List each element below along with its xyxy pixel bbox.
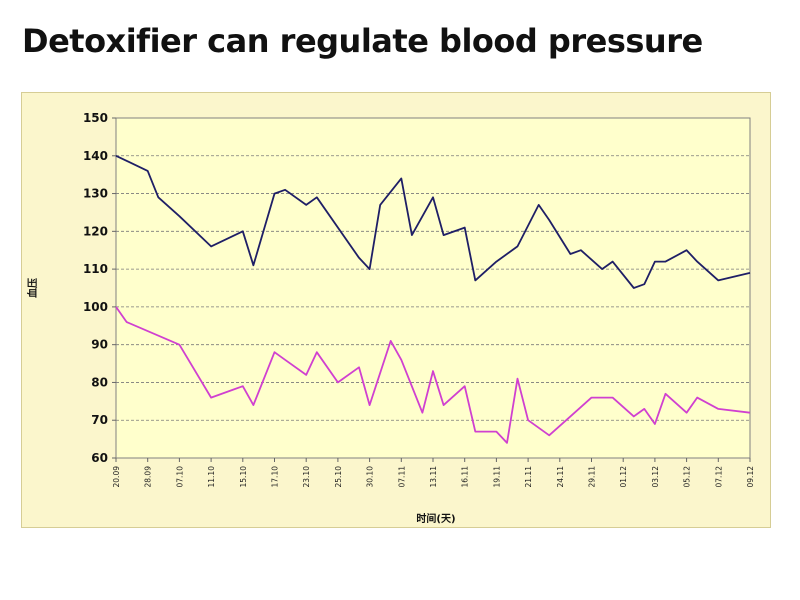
x-tick-label: 19.11 — [492, 466, 501, 488]
x-tick-label: 17.10 — [271, 466, 280, 488]
x-tick-label: 21.11 — [524, 466, 533, 488]
x-tick-label: 09.12 — [746, 466, 755, 488]
plot-area — [115, 117, 751, 459]
chart-frame: 60 70 80 90 100 110 120 130 140 150 20.09 28.09 07.… — [21, 92, 771, 528]
x-tick-label: 24.11 — [556, 466, 565, 488]
y-axis-label: 血压 — [26, 278, 39, 298]
y-tick-label: 150 — [83, 111, 108, 125]
x-tick-label: 07.11 — [397, 466, 406, 488]
x-tick-label: 16.11 — [461, 466, 470, 488]
y-tick-label: 110 — [83, 262, 108, 276]
line-chart: 60 70 80 90 100 110 120 130 140 150 20.09 28.09 07.… — [26, 111, 755, 525]
y-tick-label: 120 — [83, 224, 108, 238]
y-tick-label: 70 — [91, 413, 108, 427]
x-tick-label: 07.12 — [714, 466, 723, 488]
y-tick-label: 60 — [91, 451, 108, 465]
series-line-1 — [115, 154, 751, 289]
x-tick-label: 07.10 — [175, 466, 184, 488]
x-tick-label: 20.09 — [112, 466, 121, 488]
y-tick-label: 130 — [83, 187, 108, 201]
y-tick-label: 80 — [91, 375, 108, 389]
x-tick-label: 29.11 — [588, 466, 597, 488]
page-title: Detoxifier can regulate blood pressure — [22, 22, 703, 60]
y-tick-label: 140 — [83, 149, 108, 163]
x-tick-label: 28.09 — [144, 466, 153, 488]
x-tick-label: 23.10 — [302, 466, 311, 488]
x-axis-label: 时间(天) — [416, 512, 455, 525]
series-line-2 — [115, 306, 751, 444]
x-tick-label: 11.10 — [207, 466, 216, 488]
x-tick-label: 15.10 — [239, 466, 248, 488]
y-tick-label: 90 — [91, 338, 108, 352]
x-tick-label: 05.12 — [683, 466, 692, 488]
x-tick-label: 30.10 — [366, 466, 375, 488]
x-tick-label: 13.11 — [429, 466, 438, 488]
x-tick-label: 03.12 — [651, 466, 660, 488]
y-tick-label: 100 — [83, 300, 108, 314]
x-tick-label: 25.10 — [334, 466, 343, 488]
x-tick-label: 01.12 — [619, 466, 628, 488]
